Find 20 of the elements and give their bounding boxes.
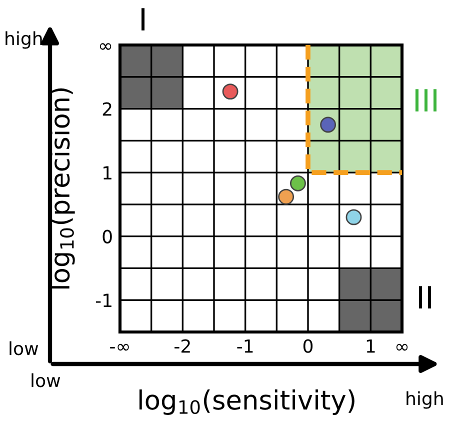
- y-tick-label: 1: [104, 166, 112, 180]
- text: high: [6, 31, 42, 49]
- text: low: [10, 341, 38, 356]
- x-tick-label: ∞: [396, 344, 408, 351]
- x-axis-title: log$_{10}$(sensitivity): [139, 389, 354, 415]
- x-tick-label: 1: [366, 340, 375, 353]
- x-tick-label: -1: [237, 340, 253, 353]
- y-tick-label: ∞: [100, 43, 112, 50]
- text: II: [418, 286, 432, 308]
- text: I: [141, 8, 145, 30]
- y-tick-label: 2: [102, 102, 112, 116]
- text: low: [32, 373, 60, 388]
- y-tick-label: 0: [102, 230, 112, 244]
- x-tick-label: -∞: [110, 344, 129, 351]
- text: III: [415, 89, 437, 112]
- y-axis-title: log$_{10}$(precision): [49, 88, 75, 289]
- x-tick-label: -2: [174, 339, 190, 353]
- x-tick-label: 0: [303, 339, 313, 353]
- y-tick-label: -1: [96, 294, 112, 307]
- text: high: [406, 391, 443, 409]
